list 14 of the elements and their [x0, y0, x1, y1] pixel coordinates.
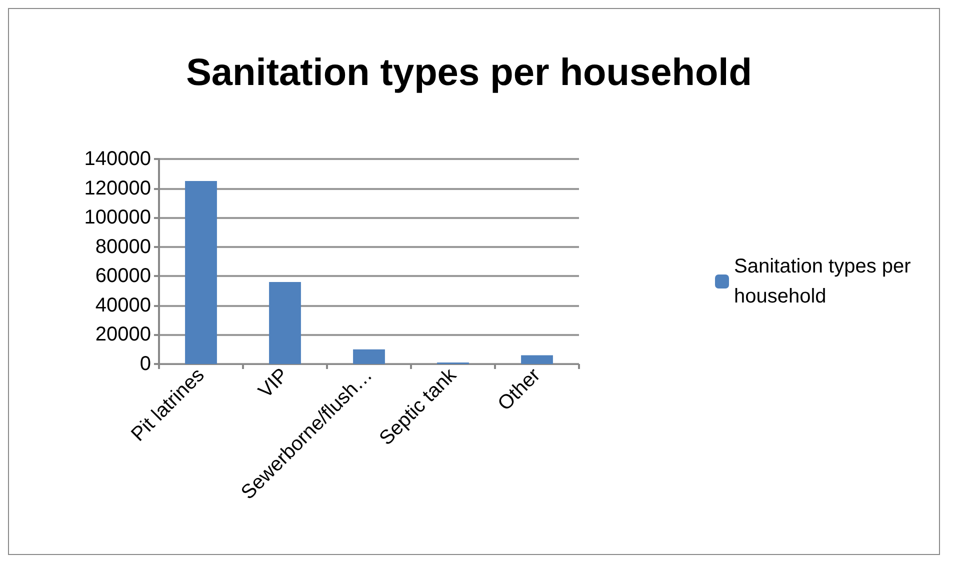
- bar: [185, 180, 217, 364]
- bar: [521, 355, 553, 364]
- y-tick-label: 120000: [84, 177, 151, 200]
- legend-label: Sanitation types per household: [734, 256, 916, 308]
- y-tick-label: 0: [140, 353, 151, 375]
- y-tick-label: 100000: [84, 206, 151, 229]
- y-tick-label: 40000: [95, 294, 151, 316]
- y-tick-label: 20000: [95, 324, 151, 346]
- y-tick-label: 140000: [84, 148, 151, 170]
- y-tick-label: 80000: [95, 236, 151, 258]
- y-tick-label: 60000: [95, 265, 151, 288]
- bar: [269, 282, 301, 364]
- bar: [353, 349, 385, 364]
- chart-title: Sanitation types per household: [186, 52, 752, 94]
